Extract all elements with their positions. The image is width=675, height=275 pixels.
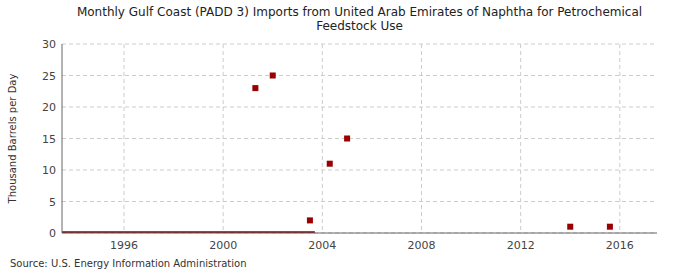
x-grid-line	[223, 44, 224, 233]
y-grid-line	[62, 138, 657, 139]
y-tick-label: 30	[42, 38, 56, 51]
point	[270, 73, 276, 79]
y-axis-label: Thousand Barrels per Day	[7, 74, 18, 205]
grid	[62, 44, 657, 233]
x-tick-label: 2016	[606, 239, 634, 252]
title: Monthly Gulf Coast (PADD 3) Imports from…	[77, 5, 642, 33]
point	[567, 224, 573, 230]
title-line: Monthly Gulf Coast (PADD 3) Imports from…	[77, 5, 642, 19]
x-grid-line	[123, 44, 124, 233]
title-line: Feedstock Use	[316, 19, 403, 33]
x-grid-line	[421, 44, 422, 233]
plot-area	[62, 73, 613, 234]
y-axis-line	[62, 44, 63, 233]
x-tick-label: 2000	[209, 239, 237, 252]
y-grid-line	[62, 233, 657, 234]
y-grid-line	[62, 44, 657, 45]
y-grid-line	[62, 75, 657, 76]
x-axis-line	[62, 233, 657, 234]
x-grid-line	[619, 44, 620, 233]
point	[607, 224, 613, 230]
point	[252, 85, 258, 91]
x-grid-line	[520, 44, 521, 233]
y-tick-label: 5	[49, 196, 56, 209]
point	[307, 217, 313, 223]
y-tick-label: 15	[42, 133, 56, 146]
y-grid-line	[62, 107, 657, 108]
x-grid-line	[322, 44, 323, 233]
x-tick-label: 2008	[407, 239, 435, 252]
y-grid-line	[62, 201, 657, 202]
x-tick-label: 2012	[507, 239, 535, 252]
y-tick-label: 10	[42, 164, 56, 177]
source-note: Source: U.S. Energy Information Administ…	[10, 258, 247, 269]
x-tick-label: 2004	[308, 239, 336, 252]
point	[327, 161, 333, 167]
y-tick-label: 20	[42, 101, 56, 114]
y-tick-label: 0	[49, 227, 56, 240]
chart: Monthly Gulf Coast (PADD 3) Imports from…	[0, 0, 675, 275]
x-tick-label: 1996	[110, 239, 138, 252]
y-grid-line	[62, 170, 657, 171]
y-tick-label: 25	[42, 70, 56, 83]
point	[344, 136, 350, 142]
